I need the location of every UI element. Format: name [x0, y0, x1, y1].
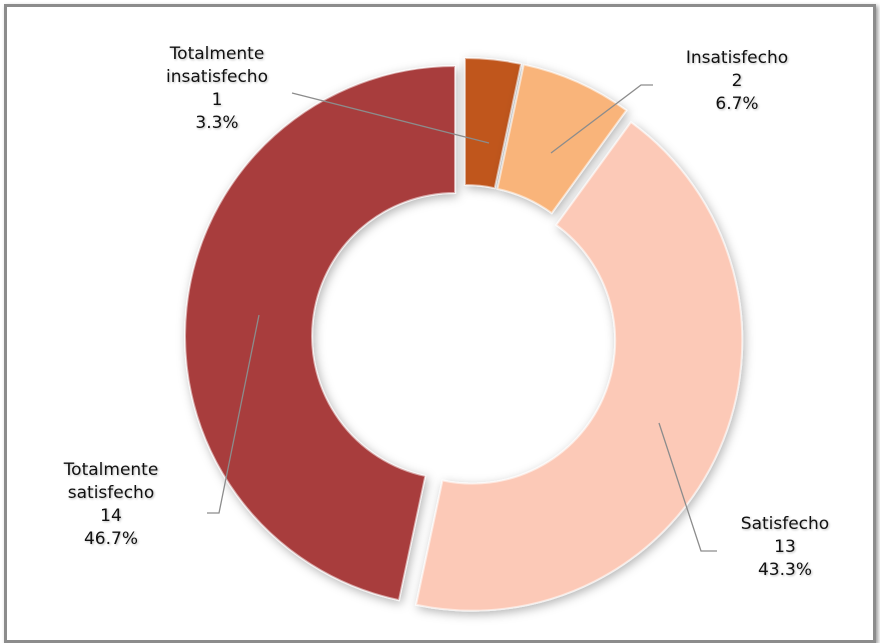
leader-line	[658, 422, 717, 552]
leader-line	[550, 84, 653, 154]
count-label: 2	[731, 71, 743, 91]
data-label: Totalmente insatisfecho 1 3.3%	[147, 43, 287, 135]
leader-line	[291, 92, 490, 144]
count-label: 14	[100, 506, 122, 526]
percent-label: 3.3%	[195, 113, 239, 133]
donut-slice	[414, 120, 744, 612]
data-label: Satisfecho 13 43.3%	[715, 513, 855, 582]
data-label: Totalmente satisfecho 14 46.7%	[41, 459, 181, 551]
count-label: 13	[774, 537, 796, 557]
donut-slice	[463, 57, 523, 190]
category-name: Totalmente insatisfecho	[166, 44, 268, 87]
donut	[184, 57, 744, 612]
leader-lines	[207, 84, 717, 552]
count-label: 1	[211, 90, 223, 110]
category-name: Satisfecho	[740, 514, 830, 534]
category-name: Insatisfecho	[685, 48, 789, 68]
percent-label: 6.7%	[715, 94, 759, 114]
donut-slice	[496, 63, 628, 215]
donut-slice	[184, 65, 457, 602]
percent-label: 43.3%	[757, 560, 812, 580]
leader-line	[207, 314, 260, 514]
category-name: Totalmente satisfecho	[63, 460, 159, 503]
percent-label: 46.7%	[83, 529, 138, 549]
chart-frame: Totalmente insatisfecho 1 3.3% Insatisfecho…	[4, 4, 876, 643]
chart	[184, 57, 744, 612]
data-label: Insatisfecho 2 6.7%	[667, 47, 807, 116]
